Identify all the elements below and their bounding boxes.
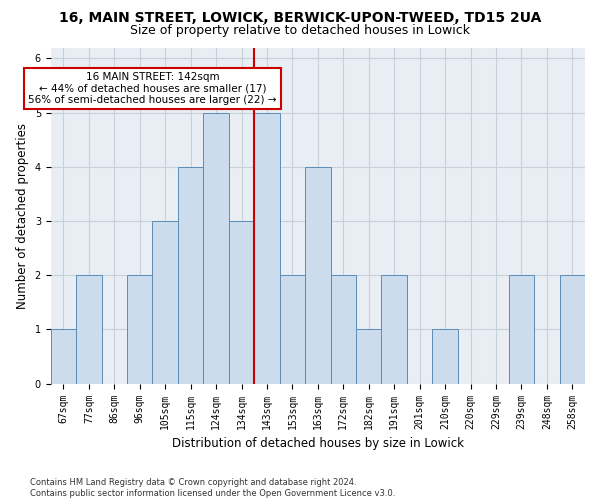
Bar: [356, 330, 382, 384]
Bar: [127, 275, 152, 384]
Bar: [203, 112, 229, 384]
X-axis label: Distribution of detached houses by size in Lowick: Distribution of detached houses by size …: [172, 437, 464, 450]
Bar: [152, 221, 178, 384]
Text: Size of property relative to detached houses in Lowick: Size of property relative to detached ho…: [130, 24, 470, 37]
Bar: [76, 275, 101, 384]
Bar: [254, 112, 280, 384]
Bar: [229, 221, 254, 384]
Bar: [305, 167, 331, 384]
Text: 16 MAIN STREET: 142sqm
← 44% of detached houses are smaller (17)
56% of semi-det: 16 MAIN STREET: 142sqm ← 44% of detached…: [28, 72, 277, 105]
Bar: [178, 167, 203, 384]
Bar: [331, 275, 356, 384]
Bar: [433, 330, 458, 384]
Text: Contains HM Land Registry data © Crown copyright and database right 2024.
Contai: Contains HM Land Registry data © Crown c…: [30, 478, 395, 498]
Bar: [509, 275, 534, 384]
Bar: [382, 275, 407, 384]
Y-axis label: Number of detached properties: Number of detached properties: [16, 122, 29, 308]
Bar: [50, 330, 76, 384]
Bar: [280, 275, 305, 384]
Text: 16, MAIN STREET, LOWICK, BERWICK-UPON-TWEED, TD15 2UA: 16, MAIN STREET, LOWICK, BERWICK-UPON-TW…: [59, 11, 541, 25]
Bar: [560, 275, 585, 384]
